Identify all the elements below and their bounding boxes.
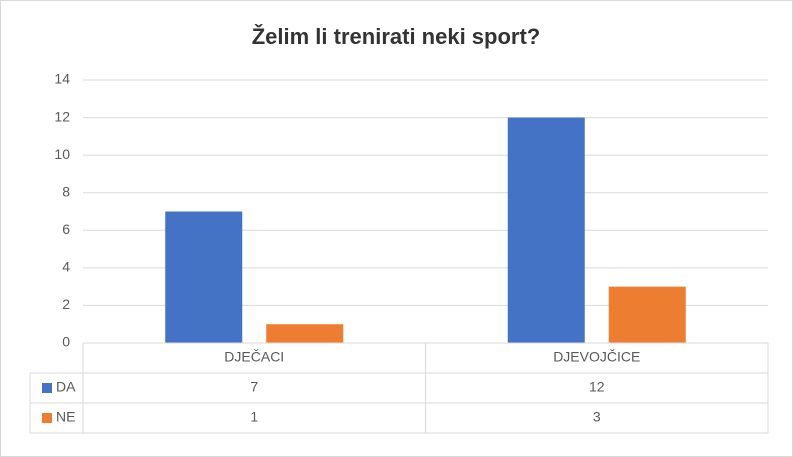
y-tick-label: 0 bbox=[62, 334, 70, 350]
legend-label: NE bbox=[56, 409, 75, 425]
y-tick-label: 10 bbox=[54, 146, 70, 162]
chart-title: Želim li trenirati neki sport? bbox=[252, 24, 541, 49]
legend-key bbox=[42, 413, 52, 423]
y-tick-label: 6 bbox=[62, 221, 70, 237]
y-tick-label: 2 bbox=[62, 296, 70, 312]
x-tick-label: DJEVOJČICE bbox=[553, 349, 640, 365]
legend-key bbox=[42, 383, 52, 393]
bar bbox=[608, 286, 686, 343]
table-value: 1 bbox=[250, 409, 258, 425]
bar bbox=[266, 324, 344, 343]
y-tick-label: 14 bbox=[54, 71, 70, 87]
table-value: 7 bbox=[250, 379, 258, 395]
y-tick-label: 12 bbox=[54, 108, 70, 124]
bar bbox=[165, 211, 243, 343]
bar bbox=[507, 117, 585, 343]
table-value: 12 bbox=[589, 379, 605, 395]
y-tick-label: 4 bbox=[62, 259, 70, 275]
y-tick-label: 8 bbox=[62, 183, 70, 199]
x-tick-label: DJEČACI bbox=[224, 349, 284, 365]
legend-label: DA bbox=[56, 379, 76, 395]
table-value: 3 bbox=[593, 409, 601, 425]
